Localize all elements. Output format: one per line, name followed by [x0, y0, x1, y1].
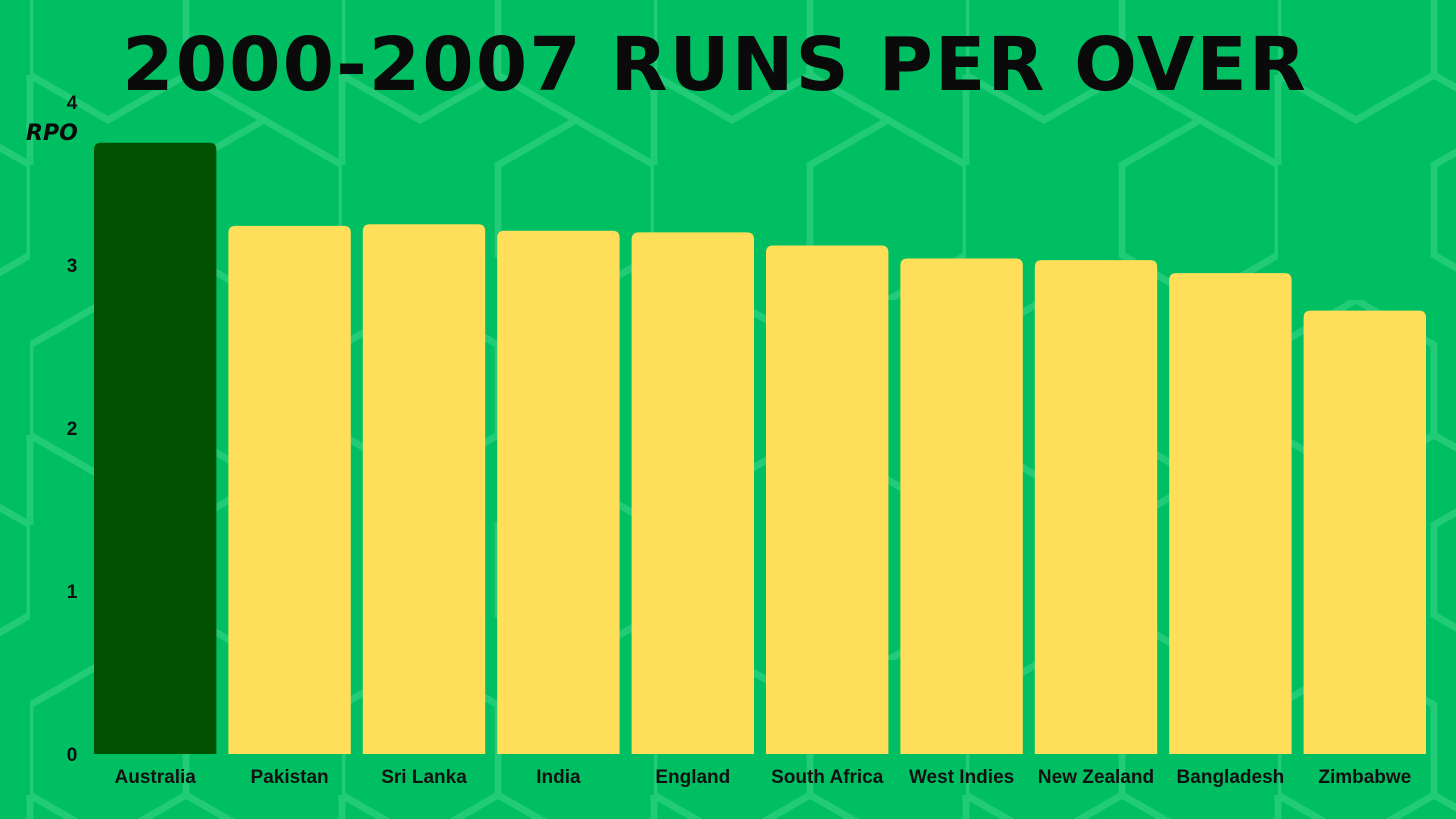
bar-zimbabwe: [1303, 310, 1426, 754]
y-tick-label: 4: [67, 93, 78, 114]
bar-england: [631, 232, 754, 754]
y-tick-label: 1: [67, 582, 78, 603]
x-tick-label: South Africa: [771, 767, 884, 788]
x-axis-ticks: Australia Pakistan Sri Lanka India England So…: [115, 767, 1412, 788]
y-axis-ticks: 0 1 2 3 4: [67, 93, 78, 766]
bar-new-zealand: [1034, 260, 1158, 754]
x-tick-label: Australia: [115, 767, 197, 788]
bar-pakistan: [228, 225, 351, 754]
x-tick-label: Sri Lanka: [381, 767, 467, 788]
bar-south-africa: [766, 245, 889, 754]
bar-west-indies: [900, 258, 1023, 754]
y-axis-label: RPO: [26, 121, 78, 146]
x-tick-label: England: [655, 767, 730, 788]
y-tick-label: 0: [67, 745, 78, 766]
x-tick-label: West Indies: [909, 767, 1014, 788]
bar-australia: [94, 142, 217, 754]
x-tick-label: Zimbabwe: [1318, 767, 1411, 788]
y-tick-label: 2: [67, 419, 78, 440]
x-tick-label: India: [536, 767, 581, 788]
y-tick-label: 3: [67, 256, 78, 277]
chart-title: 2000-2007 RUNS PER OVER: [122, 22, 1308, 108]
x-tick-label: Bangladesh: [1177, 767, 1285, 788]
x-tick-label: Pakistan: [251, 767, 329, 788]
bar-bangladesh: [1169, 273, 1292, 754]
bar-sri-lanka: [362, 224, 486, 754]
bars-group: [94, 142, 1426, 754]
bar-india: [497, 230, 620, 754]
x-tick-label: New Zealand: [1038, 767, 1154, 788]
